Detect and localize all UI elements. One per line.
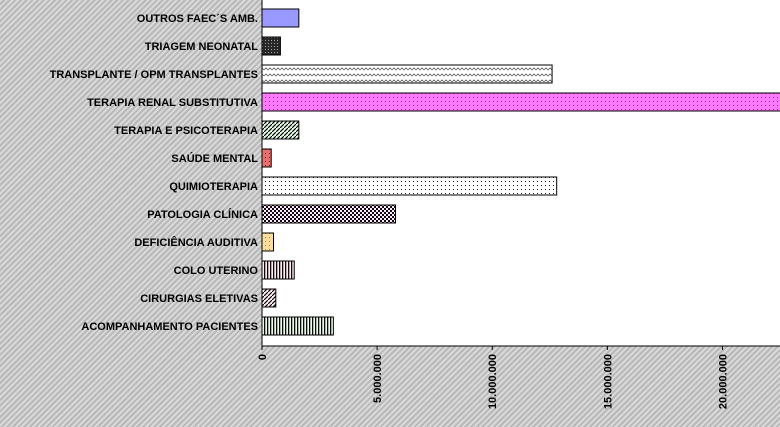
- category-label: CIRURGIAS ELETIVAS: [140, 293, 258, 305]
- category-label: SAÚDE MENTAL: [171, 152, 258, 165]
- bar-outros-faec-s-amb: [261, 8, 300, 28]
- category-label: TRANSPLANTE / OPM TRANSPLANTES: [50, 69, 258, 81]
- category-label: TRIAGEM NEONATAL: [145, 41, 259, 53]
- x-tick-label: 0: [257, 354, 269, 360]
- category-label: QUIMIOTERAPIA: [169, 181, 258, 193]
- category-label: TERAPIA RENAL SUBSTITUTIVA: [87, 97, 258, 109]
- bar-acompanhamento-pacientes: [261, 316, 334, 336]
- bar-defici-ncia-auditiva: [261, 232, 275, 252]
- bar-terapia-renal-substitutiva: [261, 92, 780, 112]
- category-label: PATOLOGIA CLÍNICA: [147, 208, 258, 221]
- plot-area: [262, 0, 780, 346]
- category-label: TERAPIA E PSICOTERAPIA: [114, 125, 258, 137]
- category-label: DEFICIÊNCIA AUDITIVA: [134, 236, 258, 249]
- bar-quimioterapia: [261, 176, 558, 196]
- bar-colo-uterino: [261, 260, 295, 280]
- x-tick-label: 20.000.000: [717, 354, 729, 409]
- category-label: ACOMPANHAMENTO PACIENTES: [81, 321, 258, 333]
- bar-sa-de-mental: [261, 148, 272, 168]
- x-tick-label: 5.000.000: [372, 354, 384, 403]
- category-label: COLO UTERINO: [174, 265, 259, 277]
- bar-cirurgias-eletivas: [261, 288, 277, 308]
- category-label: OUTROS FAEC´S AMB.: [137, 13, 258, 25]
- bar-transplante-opm-transplantes: [261, 64, 553, 84]
- x-tick-label: 15.000.000: [602, 354, 614, 409]
- bar-patologia-cl-nica: [261, 204, 397, 224]
- bar-triagem-neonatal: [261, 36, 281, 56]
- x-tick-label: 10.000.000: [487, 354, 499, 409]
- bar-terapia-e-psicoterapia: [261, 120, 300, 140]
